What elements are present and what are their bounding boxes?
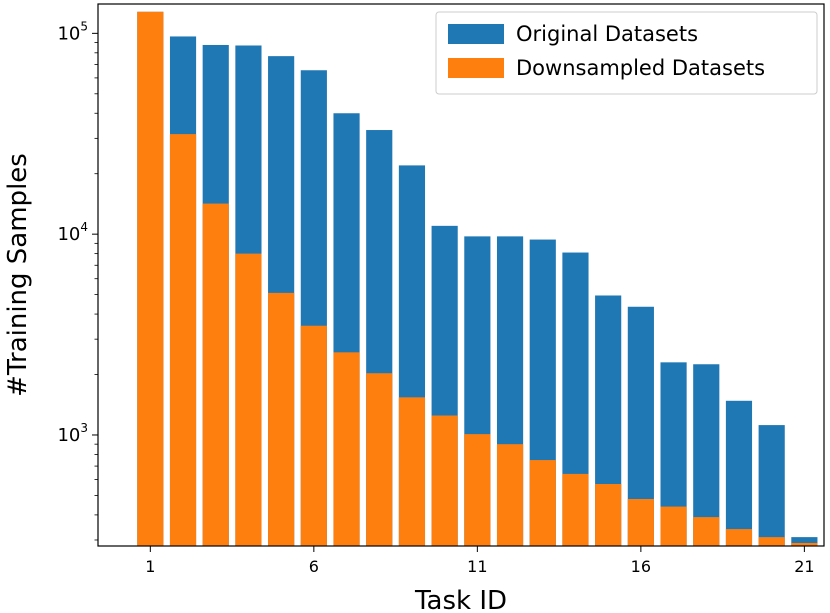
downsampled-bar-9 [398,397,426,546]
downsampled-bars-group [137,11,818,547]
x-tick-label: 16 [631,557,651,576]
original-bar-19 [725,400,753,546]
downsampled-bar-4 [235,253,262,547]
y-tick-label: 104 [57,220,88,245]
x-tick-label: 11 [467,557,487,576]
downsampled-bar-17 [660,506,687,546]
legend-label: Downsampled Datasets [516,56,765,80]
original-bar-18 [693,364,720,546]
legend-swatch [448,24,504,44]
downsampled-bar-8 [366,373,393,546]
downsampled-bar-16 [627,498,654,546]
downsampled-bar-12 [496,444,524,546]
y-axis: 103 104 105 [57,19,98,541]
legend-swatch [448,58,504,78]
downsampled-bar-18 [693,517,720,546]
x-tick-label: 21 [794,557,814,576]
downsampled-bar-19 [725,529,753,546]
x-tick-label: 6 [309,557,319,576]
downsampled-bar-15 [595,484,622,546]
downsampled-bar-21 [791,542,818,546]
downsampled-bar-3 [202,203,229,546]
downsampled-bar-6 [300,325,327,546]
legend-label: Original Datasets [516,22,698,46]
downsampled-bar-20 [758,537,785,546]
legend: Original Datasets Downsampled Datasets [435,11,818,95]
legend-box [435,11,818,95]
original-bar-20 [758,425,785,546]
y-tick-label: 105 [57,19,88,44]
y-tick-label: 103 [57,421,88,446]
downsampled-bar-11 [464,434,491,546]
downsampled-bar-2 [169,134,197,546]
downsampled-bar-10 [431,415,458,546]
original-bar-21 [791,537,818,546]
y-axis-title: #Training Samples [3,153,33,397]
x-tick-label: 1 [145,557,155,576]
downsampled-bar-13 [529,460,556,546]
downsampled-bar-14 [562,473,589,546]
x-axis: 1 6 11 16 21 [145,546,815,576]
plot-frame [97,3,825,547]
downsampled-bar-5 [268,292,295,546]
x-axis-title: Task ID [414,586,507,613]
downsampled-bar-7 [333,352,360,546]
downsampled-bar-1 [137,11,164,546]
